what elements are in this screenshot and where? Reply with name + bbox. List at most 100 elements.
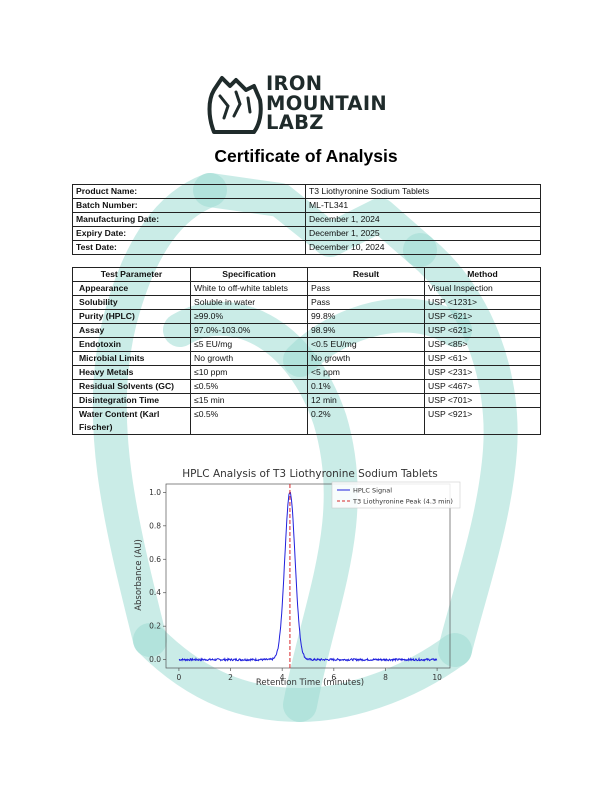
table-row: Disintegration Time ≤15 min 12 min USP <701… [72, 393, 541, 408]
test-parameter: Residual Solvents (GC) [72, 379, 191, 394]
test-parameter: Assay [72, 323, 191, 338]
y-tick-label: 0.2 [149, 622, 161, 631]
x-tick-label: 10 [432, 673, 442, 682]
legend-box [331, 481, 461, 509]
hplc-chart: HPLC Analysis of T3 Liothyronine Sodium … [134, 468, 461, 688]
product-info-table: Product Name: T3 Liothyronine Sodium Tabl… [72, 184, 541, 255]
test-method: USP <61> [424, 351, 541, 366]
info-value: December 1, 2025 [305, 226, 541, 241]
test-result: Pass [307, 281, 425, 296]
info-value: December 1, 2024 [305, 212, 541, 227]
test-specification: 97.0%-103.0% [190, 323, 308, 338]
table-row: Residual Solvents (GC) ≤0.5% 0.1% USP <467> [72, 379, 541, 394]
brand-line-1: IRON [266, 72, 323, 95]
table-row: Assay 97.0%-103.0% 98.9% USP <621> [72, 323, 541, 338]
test-result: <5 ppm [307, 365, 425, 380]
hplc-signal-line [178, 492, 438, 663]
x-tick-label: 4 [280, 673, 285, 682]
test-parameter: Appearance [72, 281, 191, 296]
test-method: USP <1231> [424, 295, 541, 310]
legend-entry: HPLC Signal [353, 487, 392, 495]
info-row: Product Name: T3 Liothyronine Sodium Tabl… [72, 184, 541, 199]
test-method: USP <621> [424, 309, 541, 324]
test-method: USP <231> [424, 365, 541, 380]
test-method: USP <701> [424, 393, 541, 408]
x-tick-label: 0 [177, 673, 182, 682]
table-row: Purity (HPLC) ≥99.0% 99.8% USP <621> [72, 309, 541, 324]
test-result: <0.5 EU/mg [307, 337, 425, 352]
x-tick-label: 2 [228, 673, 233, 682]
brand-wordmark: IRON MOUNTAIN LABZ [266, 74, 387, 133]
y-axis-ticks: 0.0 0.2 0.4 0.6 0.8 1.0 [149, 488, 166, 664]
y-tick-label: 1.0 [149, 488, 161, 497]
table-row: Heavy Metals ≤10 ppm <5 ppm USP <231> [72, 365, 541, 380]
column-header: Method [424, 267, 541, 282]
brand-line-2: MOUNTAIN [266, 91, 387, 115]
info-row: Test Date: December 10, 2024 [72, 240, 541, 255]
info-label: Batch Number: [72, 198, 306, 213]
test-specification: No growth [190, 351, 308, 366]
table-header-row: Test Parameter Specification Result Meth… [72, 267, 541, 282]
info-value: T3 Liothyronine Sodium Tablets [305, 184, 541, 199]
column-header: Test Parameter [72, 267, 191, 282]
info-row: Manufacturing Date: December 1, 2024 [72, 212, 541, 227]
test-method: USP <85> [424, 337, 541, 352]
test-results-table: Test Parameter Specification Result Meth… [72, 267, 541, 435]
table-row: Appearance White to off-white tablets Pass… [72, 281, 541, 296]
column-header: Specification [190, 267, 308, 282]
test-parameter: Disintegration Time [72, 393, 191, 408]
test-result: Pass [307, 295, 425, 310]
y-tick-label: 0.6 [149, 555, 161, 564]
x-tick-label: 6 [331, 673, 336, 682]
test-method: USP <921> [424, 407, 541, 435]
test-specification: Soluble in water [190, 295, 308, 310]
info-value: December 10, 2024 [305, 240, 541, 255]
test-specification: ≤15 min [190, 393, 308, 408]
y-tick-label: 0.0 [149, 655, 161, 664]
test-parameter: Heavy Metals [72, 365, 191, 380]
table-row: Water Content (Karl Fischer) ≤0.5% 0.2% USP… [72, 407, 541, 435]
test-result: 0.1% [307, 379, 425, 394]
test-specification: ≤5 EU/mg [190, 337, 308, 352]
info-row: Expiry Date: December 1, 2025 [72, 226, 541, 241]
mountain-logo-icon [207, 76, 263, 134]
y-axis-label: Absorbance (AU) [134, 539, 144, 611]
test-result: 98.9% [307, 323, 425, 338]
test-result: 12 min [307, 393, 425, 408]
company-logo: IRON MOUNTAIN LABZ [206, 72, 406, 136]
test-result: 0.2% [307, 407, 425, 435]
brand-line-3: LABZ [266, 111, 324, 134]
column-header: Result [307, 267, 425, 282]
test-parameter: Endotoxin [72, 337, 191, 352]
info-label: Manufacturing Date: [72, 212, 306, 227]
test-specification: ≥99.0% [190, 309, 308, 324]
x-tick-label: 8 [383, 673, 388, 682]
test-result: No growth [307, 351, 425, 366]
test-specification: White to off-white tablets [190, 281, 308, 296]
chart-title: HPLC Analysis of T3 Liothyronine Sodium … [182, 468, 438, 480]
info-label: Expiry Date: [72, 226, 306, 241]
document-title: Certificate of Analysis [214, 146, 398, 166]
info-value: ML-TL341 [305, 198, 541, 213]
info-row: Batch Number: ML-TL341 [72, 198, 541, 213]
test-specification: ≤0.5% [190, 379, 308, 394]
y-tick-label: 0.8 [149, 521, 161, 530]
test-result: 99.8% [307, 309, 425, 324]
x-axis-label: Retention Time (minutes) [256, 678, 364, 688]
info-label: Test Date: [72, 240, 306, 255]
test-parameter: Water Content (Karl Fischer) [72, 407, 191, 435]
plot-border [165, 483, 451, 669]
table-row: Solubility Soluble in water Pass USP <1231> [72, 295, 541, 310]
plot-frame [165, 483, 451, 669]
x-axis-ticks: 0 2 4 6 8 10 [177, 668, 442, 682]
test-specification: ≤0.5% [190, 407, 308, 435]
y-tick-label: 0.4 [149, 588, 161, 597]
test-parameter: Microbial Limits [72, 351, 191, 366]
test-specification: ≤10 ppm [190, 365, 308, 380]
legend-entry: T3 Liothyronine Peak (4.3 min) [352, 498, 453, 506]
test-method: USP <467> [424, 379, 541, 394]
chart-legend: HPLC Signal T3 Liothyronine Peak (4.3 mi… [331, 481, 461, 509]
test-parameter: Solubility [72, 295, 191, 310]
test-method: USP <621> [424, 323, 541, 338]
test-method: Visual Inspection [424, 281, 541, 296]
